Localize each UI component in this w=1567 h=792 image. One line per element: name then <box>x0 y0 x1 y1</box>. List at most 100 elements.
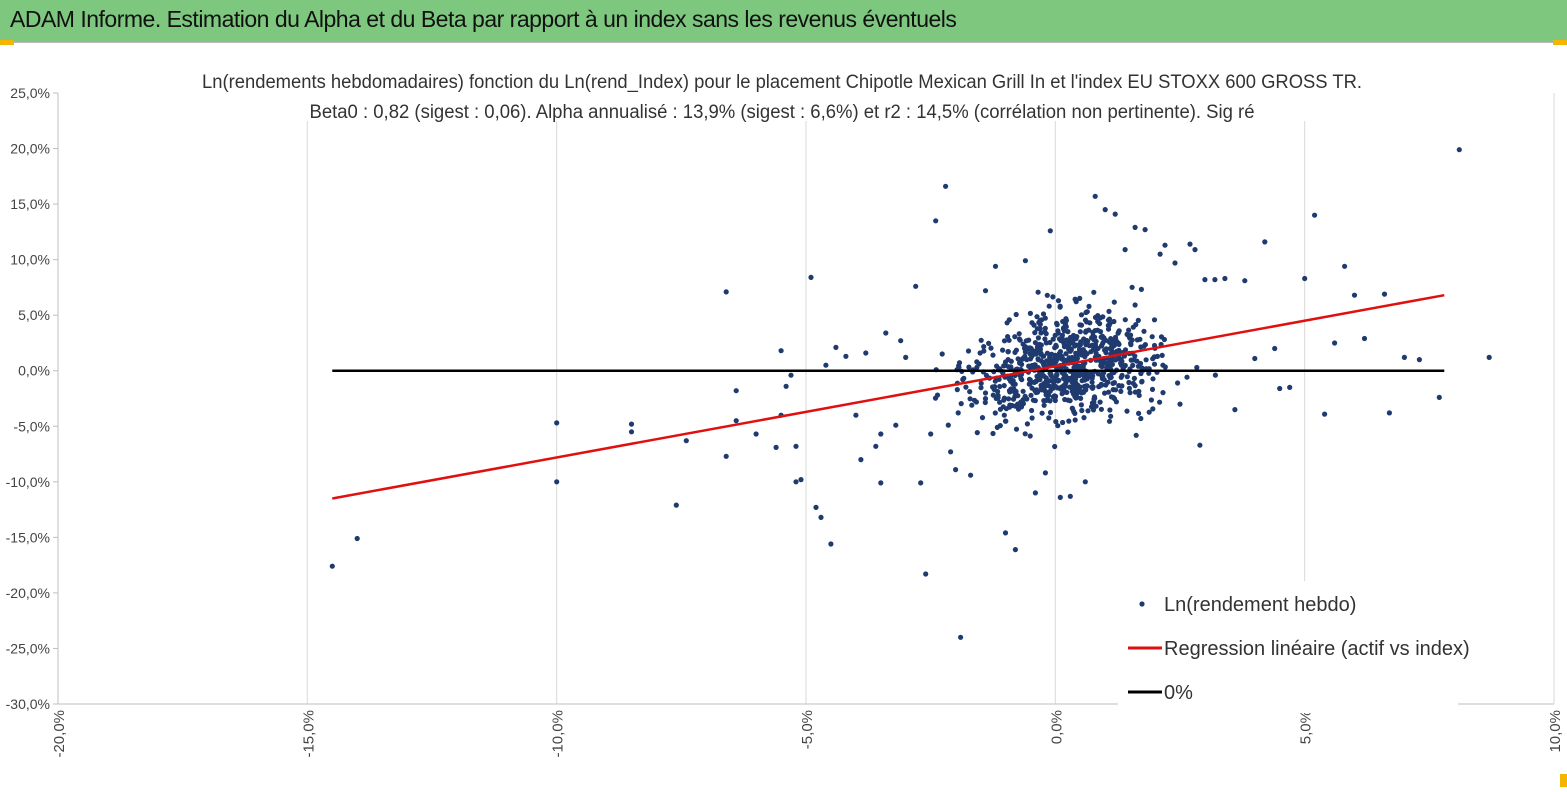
data-point <box>1016 336 1023 342</box>
data-point <box>1052 359 1058 365</box>
data-point <box>1073 376 1079 382</box>
data-point <box>1001 395 1008 401</box>
data-point <box>1095 318 1101 325</box>
data-point <box>1022 258 1028 264</box>
data-point <box>1065 429 1071 435</box>
legend-regression-label: Regression linéaire (actif vs index) <box>1164 638 1470 660</box>
data-point <box>958 634 964 640</box>
y-tick-label: -30,0% <box>6 696 50 712</box>
data-point <box>1302 275 1308 282</box>
data-point <box>1006 396 1012 402</box>
data-point <box>723 453 729 459</box>
data-point <box>893 422 899 428</box>
data-point <box>858 457 864 463</box>
data-point <box>798 477 804 483</box>
data-point <box>628 429 635 435</box>
data-point <box>818 514 824 520</box>
data-point <box>1060 318 1066 325</box>
data-point <box>1115 340 1121 346</box>
data-point <box>958 401 964 407</box>
data-point <box>1057 303 1063 309</box>
data-point <box>1072 383 1078 389</box>
data-point <box>1055 423 1061 429</box>
data-point <box>1062 383 1068 389</box>
data-point <box>1005 349 1011 355</box>
chart-title-line-2: Beta0 : 0,82 (sigest : 0,06). Alpha annu… <box>310 102 1255 123</box>
data-point <box>1132 389 1138 395</box>
data-point <box>1116 329 1122 335</box>
legend-zero-label: 0% <box>1164 682 1193 704</box>
data-point <box>1091 289 1097 295</box>
data-point <box>1158 334 1165 340</box>
data-point <box>813 504 819 510</box>
data-point <box>1016 331 1022 337</box>
data-point <box>733 388 739 394</box>
data-point <box>1126 385 1132 391</box>
data-point <box>354 535 360 542</box>
data-point <box>1063 351 1069 357</box>
data-point <box>1038 385 1044 391</box>
data-point <box>1041 402 1047 408</box>
data-point <box>978 385 984 391</box>
data-point <box>1416 357 1422 363</box>
legend-points-label: Ln(rendement hebdo) <box>1164 594 1356 616</box>
data-point <box>1029 385 1035 391</box>
data-point <box>1051 393 1057 399</box>
data-point <box>1082 340 1088 346</box>
data-point <box>1119 372 1125 378</box>
data-point <box>1058 337 1064 344</box>
data-point <box>1192 247 1198 253</box>
y-tick-label: -20,0% <box>6 585 50 601</box>
data-point <box>1063 324 1069 330</box>
data-point <box>1150 376 1156 382</box>
data-point <box>1047 409 1054 416</box>
data-point <box>1074 394 1080 400</box>
data-point <box>1098 358 1104 364</box>
data-point <box>1129 284 1135 290</box>
x-axis: -20,0% -15,0% -10,0% -5,0% 0,0% 5,0% 10,0% <box>51 703 1564 758</box>
data-point <box>982 399 988 406</box>
data-point <box>1456 147 1462 153</box>
data-point <box>1054 385 1061 391</box>
y-tick-label: 10,0% <box>10 252 50 268</box>
data-point <box>1252 355 1258 362</box>
data-point <box>992 263 999 269</box>
data-point <box>954 387 960 393</box>
data-point <box>1029 353 1035 360</box>
data-point <box>1138 344 1144 350</box>
x-tick-label: -15,0% <box>300 710 317 758</box>
data-point <box>1151 317 1158 323</box>
header-title: ADAM Informe. Estimation du Alpha et du … <box>10 6 957 32</box>
data-point <box>1091 396 1097 402</box>
data-point <box>1032 330 1038 336</box>
data-point <box>1106 308 1112 314</box>
data-point <box>923 571 929 577</box>
data-point <box>1042 470 1048 476</box>
data-point <box>1043 397 1049 403</box>
data-point <box>1133 432 1139 438</box>
data-point <box>1277 385 1283 392</box>
data-point <box>1162 242 1168 248</box>
data-point <box>1012 334 1018 340</box>
data-point <box>1066 418 1072 424</box>
data-point <box>1059 332 1065 338</box>
data-point <box>1001 338 1008 344</box>
data-point <box>554 420 560 426</box>
data-point <box>1086 343 1093 349</box>
data-point <box>1082 377 1088 383</box>
data-point <box>981 344 987 350</box>
data-point <box>793 443 799 449</box>
data-point <box>1172 260 1178 266</box>
data-point <box>1138 286 1144 292</box>
data-point <box>1077 295 1083 301</box>
data-point <box>1118 388 1124 394</box>
data-point <box>1151 354 1157 360</box>
data-point <box>1044 292 1050 298</box>
data-point <box>1177 401 1183 407</box>
data-point <box>956 360 963 366</box>
data-point <box>1027 380 1033 387</box>
y-tick-label: 15,0% <box>10 196 50 212</box>
data-point <box>733 418 739 424</box>
data-point <box>1135 317 1141 323</box>
data-point <box>933 218 939 224</box>
